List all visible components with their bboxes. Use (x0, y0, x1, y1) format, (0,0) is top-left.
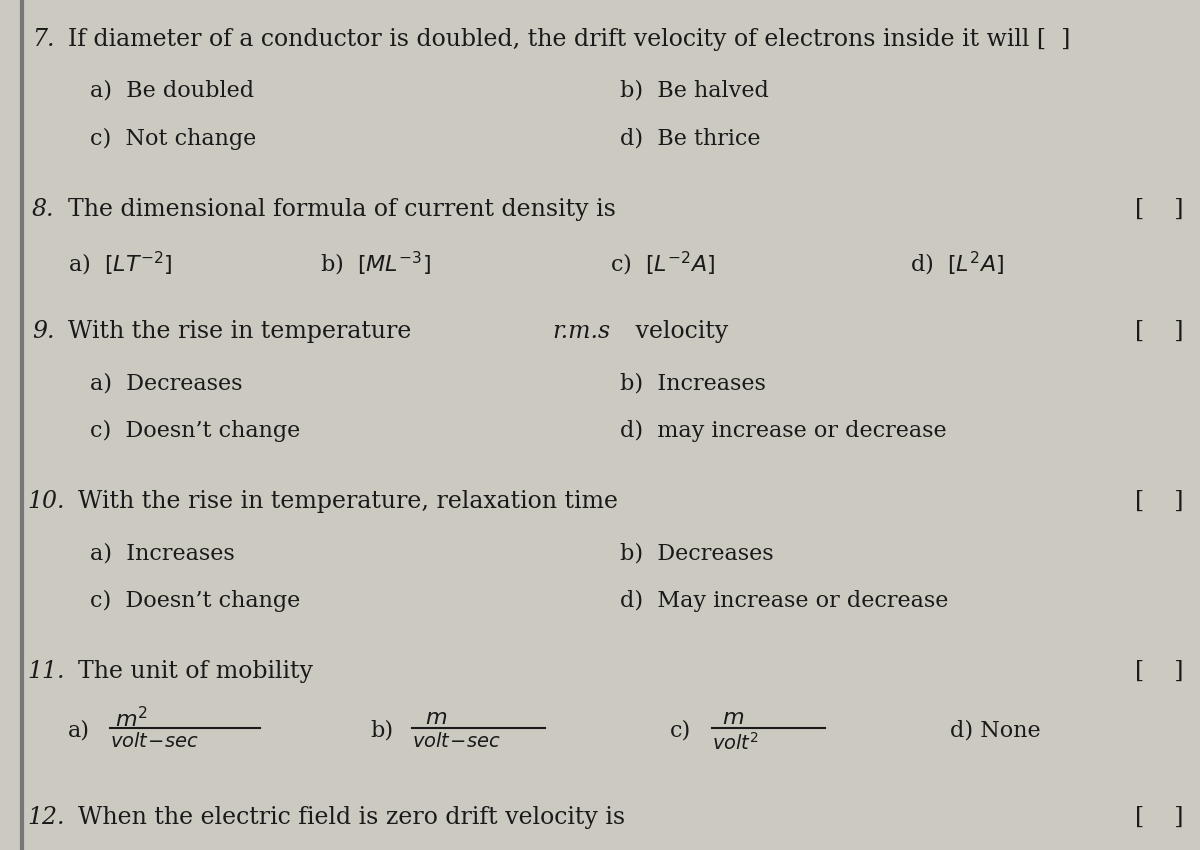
Text: b)  Be halved: b) Be halved (620, 80, 769, 102)
Text: [    ]: [ ] (1135, 320, 1183, 343)
Text: 11.: 11. (28, 660, 65, 683)
Text: a)  Be doubled: a) Be doubled (90, 80, 254, 102)
Text: 7.: 7. (32, 28, 54, 51)
Text: d)  Be thrice: d) Be thrice (620, 128, 761, 150)
Text: $m$: $m$ (722, 707, 744, 729)
Text: $volt^{2}$: $volt^{2}$ (712, 732, 760, 754)
Text: d)  may increase or decrease: d) may increase or decrease (620, 420, 947, 442)
Text: b)  $[ML^{-3}]$: b) $[ML^{-3}]$ (320, 250, 431, 278)
Text: b)  Increases: b) Increases (620, 372, 766, 394)
Text: a): a) (68, 719, 90, 741)
Text: 10.: 10. (28, 490, 65, 513)
Text: [    ]: [ ] (1135, 660, 1183, 683)
Text: $m^2$: $m^2$ (115, 707, 148, 732)
Text: velocity: velocity (628, 320, 728, 343)
Text: c): c) (670, 719, 691, 741)
Text: [    ]: [ ] (1135, 198, 1183, 221)
Text: b): b) (370, 719, 394, 741)
Text: a)  Decreases: a) Decreases (90, 372, 242, 394)
Text: When the electric field is zero drift velocity is: When the electric field is zero drift ve… (78, 806, 625, 829)
Text: The dimensional formula of current density is: The dimensional formula of current densi… (68, 198, 616, 221)
Text: With the rise in temperature, relaxation time: With the rise in temperature, relaxation… (78, 490, 618, 513)
Text: $volt\!-\!sec$: $volt\!-\!sec$ (412, 732, 500, 751)
Text: a)  $[LT^{-2}]$: a) $[LT^{-2}]$ (68, 250, 173, 278)
Text: 9.: 9. (32, 320, 54, 343)
Text: c)  Doesn’t change: c) Doesn’t change (90, 420, 300, 442)
Text: [    ]: [ ] (1135, 806, 1183, 829)
Text: d)  $[L^{2}A]$: d) $[L^{2}A]$ (910, 250, 1004, 278)
Text: 8.: 8. (32, 198, 54, 221)
Text: d) None: d) None (950, 719, 1040, 741)
Text: r.m.s: r.m.s (552, 320, 610, 343)
Text: c)  $[L^{-2}A]$: c) $[L^{-2}A]$ (610, 250, 715, 278)
Text: b)  Decreases: b) Decreases (620, 542, 774, 564)
Text: $m$: $m$ (425, 707, 448, 729)
Text: The unit of mobility: The unit of mobility (78, 660, 313, 683)
Text: If diameter of a conductor is doubled, the drift velocity of electrons inside it: If diameter of a conductor is doubled, t… (68, 28, 1070, 51)
Text: With the rise in temperature: With the rise in temperature (68, 320, 419, 343)
Text: c)  Doesn’t change: c) Doesn’t change (90, 590, 300, 612)
Text: d)  May increase or decrease: d) May increase or decrease (620, 590, 948, 612)
Text: $volt\!-\!sec$: $volt\!-\!sec$ (110, 732, 199, 751)
Text: a)  Increases: a) Increases (90, 542, 235, 564)
Text: 12.: 12. (28, 806, 65, 829)
Text: [    ]: [ ] (1135, 490, 1183, 513)
Text: c)  Not change: c) Not change (90, 128, 257, 150)
